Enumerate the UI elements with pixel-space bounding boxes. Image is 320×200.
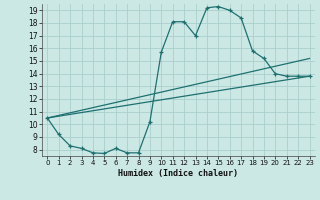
X-axis label: Humidex (Indice chaleur): Humidex (Indice chaleur) xyxy=(118,169,238,178)
